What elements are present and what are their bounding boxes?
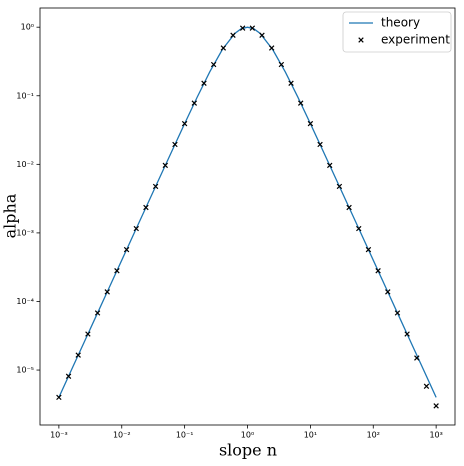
- experiment-point: [375, 268, 381, 274]
- experiment-point: [143, 204, 149, 211]
- experiment-point: [249, 25, 256, 31]
- x-tick-label: 10²: [367, 431, 380, 440]
- legend-label: experiment: [381, 33, 450, 47]
- y-tick-label: 10⁻³: [16, 228, 34, 237]
- experiment-point: [201, 80, 207, 86]
- experiment-point: [414, 355, 420, 361]
- x-axis-label: slope n: [219, 441, 277, 460]
- experiment-point: [65, 373, 72, 379]
- experiment-point: [94, 310, 101, 316]
- experiment-point: [259, 32, 265, 38]
- experiment-point: [385, 289, 391, 295]
- experiment-point: [220, 45, 227, 51]
- legend-box: [342, 11, 452, 53]
- experiment-point: [181, 120, 188, 127]
- y-tick-label: 10⁻⁵: [16, 366, 34, 375]
- y-tick-label: 10⁻⁴: [16, 297, 34, 306]
- legend-marker: [358, 37, 364, 43]
- x-tick-label: 10⁰: [241, 431, 254, 440]
- experiment-point: [85, 331, 91, 337]
- experiment-point: [210, 61, 217, 68]
- experiment-point: [297, 100, 304, 106]
- experiment-point: [123, 246, 130, 253]
- experiment-point: [423, 383, 430, 389]
- y-tick-label: 10⁻¹: [16, 91, 34, 100]
- x-tick-label: 10³: [429, 431, 442, 440]
- experiment-point: [327, 162, 333, 169]
- experiment-point: [230, 32, 236, 38]
- experiment-point: [172, 141, 178, 148]
- y-tick-label: 10⁰: [21, 23, 34, 32]
- experiment-point: [365, 246, 372, 253]
- experiment-point: [75, 352, 81, 358]
- experiment-point: [56, 394, 62, 401]
- x-tick-label: 10⁻³: [50, 431, 68, 440]
- x-tick-label: 10⁻²: [113, 431, 131, 440]
- legend-label: theory: [381, 16, 420, 30]
- experiment-point: [278, 61, 285, 68]
- experiment-point: [394, 310, 401, 316]
- experiment-point: [317, 141, 323, 148]
- experiment-point: [404, 331, 410, 337]
- experiment-point: [133, 225, 139, 232]
- experiment-point: [346, 204, 352, 211]
- experiment-point: [104, 289, 110, 295]
- experiment-point: [268, 45, 275, 51]
- x-tick-label: 10¹: [304, 431, 317, 440]
- experiment-point: [191, 100, 198, 106]
- experiment-point: [288, 80, 294, 86]
- experiment-point: [433, 403, 439, 409]
- experiment-point: [307, 120, 314, 127]
- experiment-point: [152, 183, 159, 190]
- experiment-point: [356, 225, 362, 232]
- experiment-point: [114, 268, 120, 274]
- experiment-point: [239, 25, 246, 31]
- x-tick-label: 10⁻¹: [176, 431, 194, 440]
- experiment-point: [162, 162, 169, 169]
- y-tick-label: 10⁻²: [16, 160, 34, 169]
- experiment-point: [336, 183, 343, 190]
- y-axis-label: alpha: [1, 193, 20, 238]
